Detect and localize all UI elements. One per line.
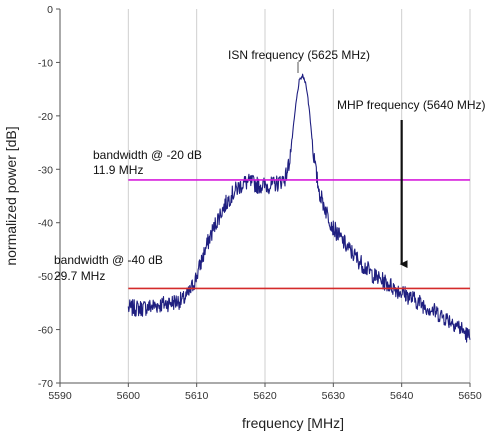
y-tick-label: -50 [38,271,53,283]
x-tick-label: 5590 [48,390,72,402]
annotation-mhp-frequency: MHP frequency (5640 MHz) [337,98,486,112]
tick-labels: 5590 5600 5610 5620 5630 5640 5650 0 -10 -20 -30 -4… [38,4,482,402]
y-tick-label: 0 [47,4,53,16]
x-tick-label: 5600 [117,390,141,402]
y-tick-label: -10 [38,57,53,69]
reference-lines [128,179,470,290]
annotation-bw20-value: 11.9 MHz [93,163,143,177]
y-axis-title: normalized power [dB] [3,126,19,265]
y-tick-label: -70 [38,378,53,390]
y-tick-label: -20 [38,111,53,123]
series-layer [127,73,471,343]
y-tick-label: -30 [38,164,53,176]
axes [56,8,471,387]
y-tick-label: -60 [38,325,53,337]
x-tick-label: 5610 [185,390,209,402]
grid-lines [127,9,471,383]
annotation-bw40-label: bandwidth @ -40 dB [54,253,163,267]
series-line-0 [127,73,471,343]
x-tick-label: 5650 [458,390,482,402]
x-axis-title: frequency [MHz] [242,415,344,431]
x-tick-label: 5620 [253,390,277,402]
x-tick-label: 5640 [390,390,414,402]
annotation-isn-frequency: ISN frequency (5625 MHz) [228,48,370,62]
y-tick-label: -40 [38,218,53,230]
annotation-bw40-value: 29.7 MHz [54,269,105,283]
x-tick-label: 5630 [322,390,346,402]
annotation-bw20-label: bandwidth @ -20 dB [93,148,202,162]
